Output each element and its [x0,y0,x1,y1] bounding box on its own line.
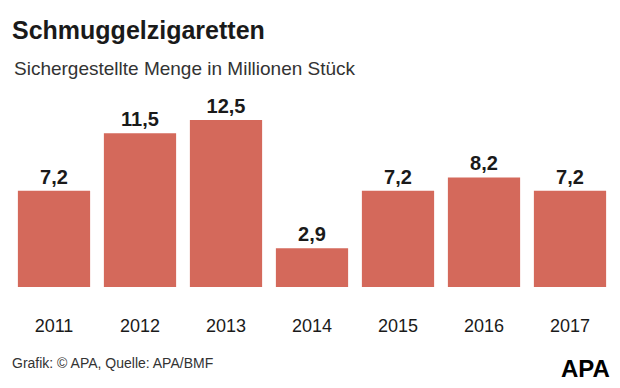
svg-text:2012: 2012 [120,316,160,336]
svg-text:2011: 2011 [35,316,74,336]
svg-text:7,2: 7,2 [40,166,68,188]
svg-text:2015: 2015 [378,316,418,336]
svg-text:7,2: 7,2 [384,166,412,188]
svg-text:APA: APA [561,355,610,382]
svg-text:Sichergestellte Menge in Milli: Sichergestellte Menge in Millionen Stück [14,58,356,79]
svg-text:2017: 2017 [550,316,590,336]
svg-text:12,5: 12,5 [207,95,246,117]
svg-text:Schmuggelzigaretten: Schmuggelzigaretten [12,16,265,44]
svg-text:11,5: 11,5 [121,108,159,130]
svg-text:Grafik: © APA, Quelle: APA/BMF: Grafik: © APA, Quelle: APA/BMF [12,355,213,371]
svg-text:7,2: 7,2 [556,166,584,188]
svg-text:2016: 2016 [464,316,504,336]
svg-text:2013: 2013 [206,316,246,336]
svg-text:8,2: 8,2 [470,152,498,174]
svg-text:2014: 2014 [292,316,332,336]
svg-text:2,9: 2,9 [298,223,326,245]
